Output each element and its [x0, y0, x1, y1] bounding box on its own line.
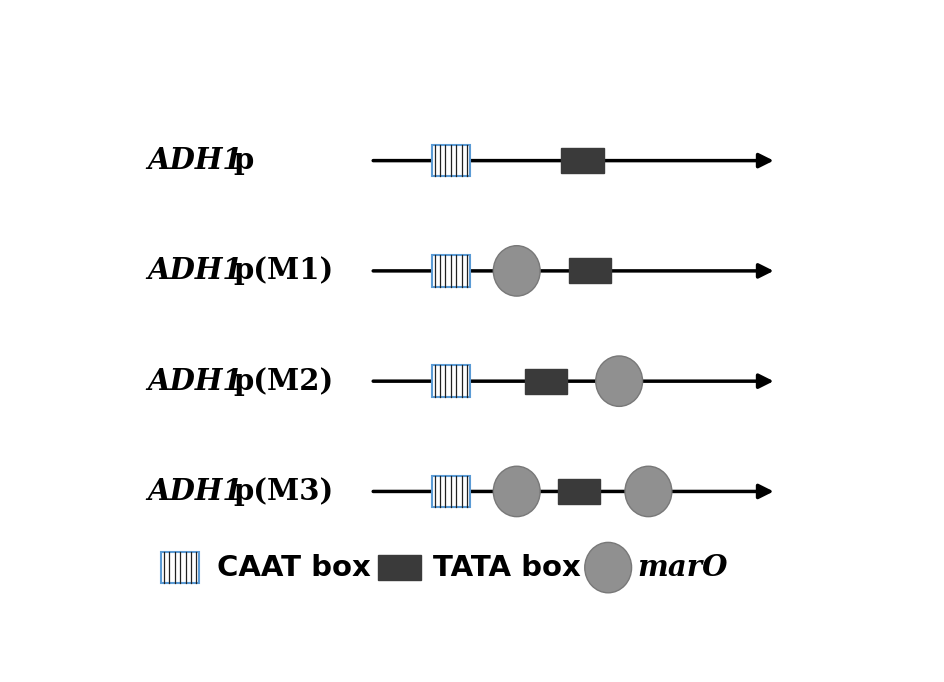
Text: ADH1: ADH1	[147, 256, 243, 285]
Text: p(M2): p(M2)	[233, 367, 334, 396]
Bar	[431, 476, 470, 507]
Bar	[431, 145, 470, 177]
Bar	[525, 368, 567, 394]
Ellipse shape	[494, 246, 540, 296]
Ellipse shape	[625, 466, 672, 517]
Bar	[431, 366, 470, 397]
Text: ADH1: ADH1	[147, 367, 243, 396]
Ellipse shape	[584, 542, 632, 593]
Bar	[568, 258, 611, 284]
Ellipse shape	[494, 466, 540, 517]
Text: p(M3): p(M3)	[233, 477, 334, 506]
Text: p: p	[233, 146, 254, 175]
Text: CAAT box: CAAT box	[217, 554, 370, 582]
Bar	[431, 255, 470, 286]
Text: ADH1: ADH1	[147, 477, 243, 506]
Text: ADH1: ADH1	[147, 146, 243, 175]
Text: marO: marO	[637, 553, 728, 582]
Bar	[379, 555, 421, 580]
Text: TATA box: TATA box	[432, 554, 581, 582]
Text: p(M1): p(M1)	[233, 256, 334, 285]
Ellipse shape	[596, 356, 643, 406]
Bar	[562, 148, 604, 173]
Bar	[558, 479, 600, 504]
Bar	[161, 552, 199, 583]
